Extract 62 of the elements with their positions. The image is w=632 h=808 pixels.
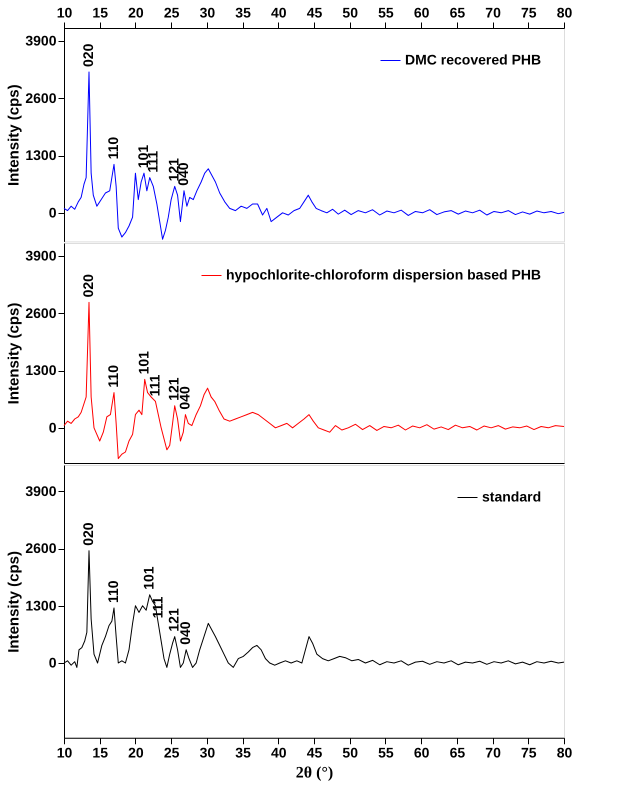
x-tick-label: 65: [450, 744, 466, 760]
annotation: 101: [136, 350, 152, 374]
legend-label: hypochlorite-chloroform dispersion based PHB: [226, 266, 542, 282]
x-tick-label: 45: [306, 744, 322, 760]
y-axis-title: Intensity (cps): [5, 302, 22, 404]
x-tick-label: 20: [128, 4, 144, 20]
annotation: 020: [80, 43, 96, 67]
y-axis-title: Intensity (cps): [5, 551, 22, 653]
x-tick-label: 40: [270, 744, 287, 760]
x-tick-label: 25: [164, 744, 180, 760]
x-tick-label: 50: [342, 4, 358, 20]
x-tick-label: 70: [485, 4, 502, 20]
x-tick-label: 60: [414, 4, 430, 20]
x-tick-label: 15: [92, 4, 108, 20]
line-series: [64, 72, 564, 240]
legend-label: DMC recovered PHB: [405, 52, 542, 68]
x-tick-label: 55: [378, 744, 394, 760]
y-tick-label: 1300: [25, 597, 57, 614]
x-tick-label: 75: [520, 4, 537, 20]
x-tick-label: 25: [164, 4, 180, 20]
y-tick-label: 0: [48, 419, 57, 436]
x-tick-label: 50: [342, 744, 358, 760]
x-tick-label: 60: [414, 744, 430, 760]
annotation: 020: [80, 522, 96, 546]
annotation: 020: [80, 274, 96, 298]
x-tick-label: 65: [450, 4, 466, 20]
x-tick-label: 45: [306, 4, 322, 20]
x-tick-label: 15: [92, 744, 108, 760]
annotation: 040: [177, 621, 194, 645]
x-tick-label: 40: [270, 4, 287, 20]
y-tick-label: 0: [48, 654, 57, 670]
y-axis-title: Intensity (cps): [5, 84, 22, 186]
y-tick-label: 0: [48, 204, 57, 220]
x-tick-label: 75: [520, 744, 537, 760]
x-tick-label: 30: [200, 744, 216, 760]
annotation: 101: [140, 566, 157, 590]
x-tick-label: 35: [235, 744, 252, 760]
x-axis-title: 2θ (°): [296, 764, 334, 782]
x-tick-label: 55: [378, 4, 394, 20]
annotation: 111: [149, 596, 166, 618]
x-tick-label: 10: [56, 4, 72, 20]
annotation: 110: [105, 580, 121, 603]
y-tick-label: 3900: [25, 32, 57, 49]
x-tick-label: 80: [556, 4, 572, 20]
annotation: 111: [146, 374, 162, 396]
y-tick-label: 3900: [25, 248, 57, 264]
annotation: 110: [105, 136, 121, 160]
x-tick-label: 80: [556, 744, 572, 760]
x-tick-label: 10: [56, 744, 72, 760]
legend-label: standard: [482, 488, 542, 504]
y-tick-label: 2600: [25, 304, 57, 321]
line-series: [64, 302, 564, 460]
x-tick-label: 30: [200, 4, 216, 20]
annotation: 110: [105, 364, 121, 388]
y-tick-label: 2600: [25, 540, 57, 556]
y-tick-label: 1300: [25, 147, 57, 164]
y-tick-label: 2600: [25, 90, 57, 106]
y-tick-label: 1300: [25, 362, 57, 378]
y-tick-label: 3900: [25, 482, 57, 499]
x-tick-label: 70: [485, 744, 502, 760]
x-tick-label: 20: [128, 744, 144, 760]
x-tick-label: 35: [235, 4, 252, 20]
